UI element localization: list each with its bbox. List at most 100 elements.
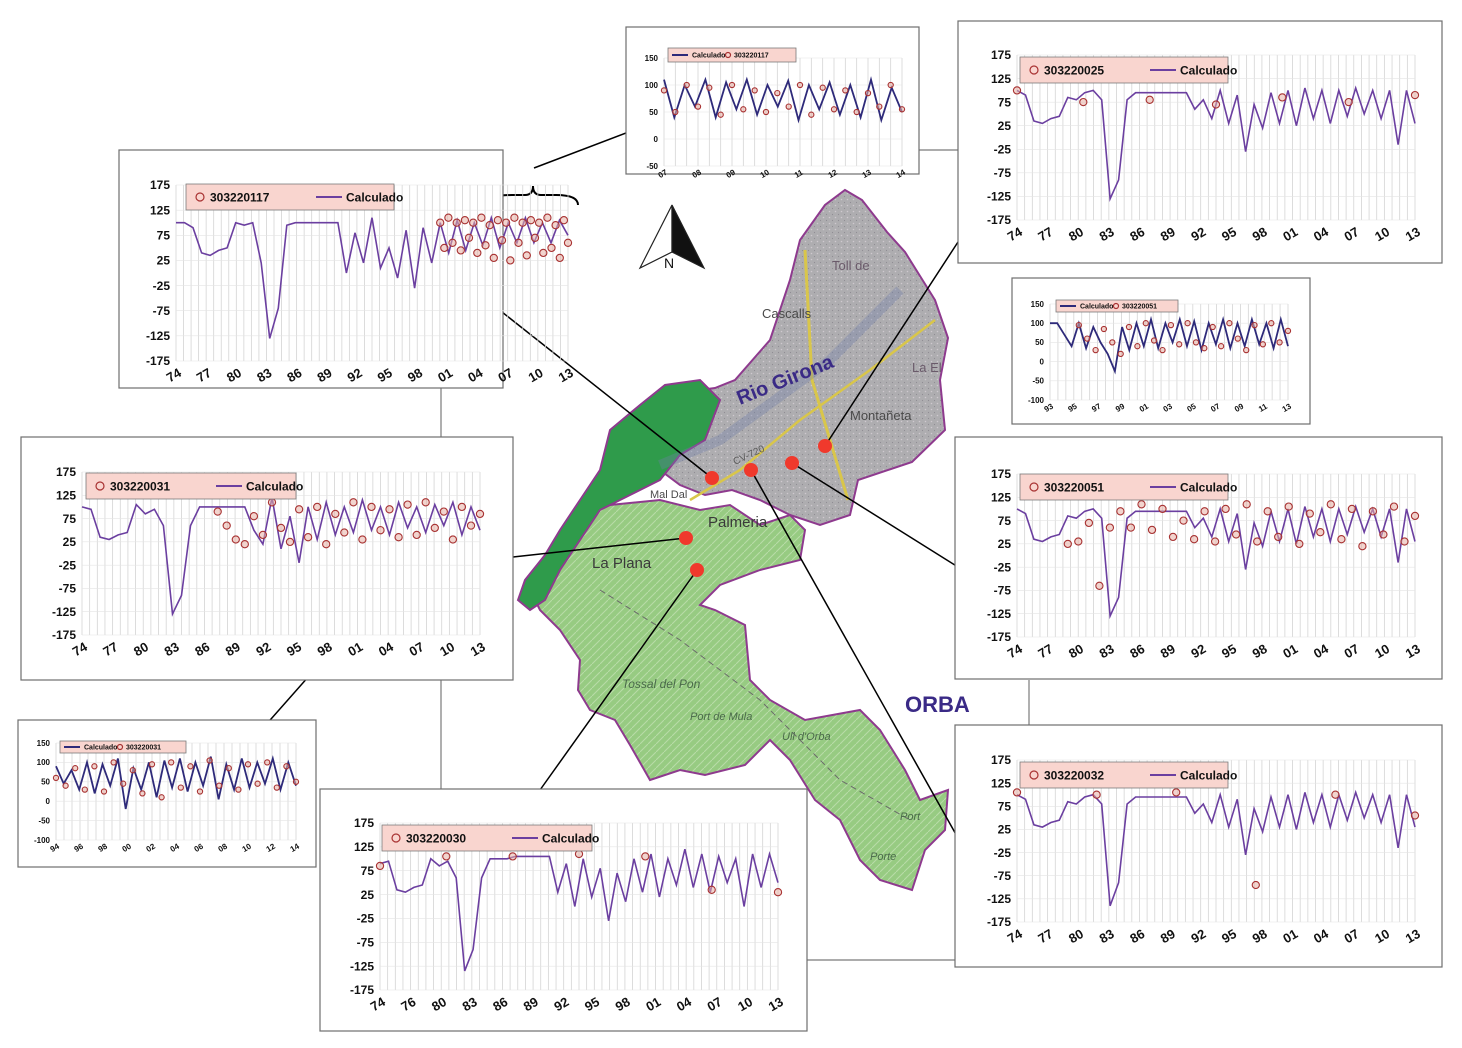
x-tick-label: 07 xyxy=(1342,224,1362,244)
y-tick-label: -75 xyxy=(994,869,1012,883)
observed-point xyxy=(91,763,98,770)
well-site-marker[interactable] xyxy=(744,463,758,477)
chart-legend: 303220032 Calculado xyxy=(1019,761,1237,789)
x-tick-label: 89 xyxy=(315,365,335,385)
x-tick-label: 95 xyxy=(582,994,602,1014)
y-tick-label: 50 xyxy=(41,778,50,787)
map-zone-gray xyxy=(653,188,950,527)
x-tick-label: 83 xyxy=(460,994,480,1014)
y-tick-label: 0 xyxy=(1040,357,1045,366)
well-site-marker[interactable] xyxy=(818,439,832,453)
observed-point xyxy=(475,509,485,519)
well-site-marker[interactable] xyxy=(705,471,719,485)
observed-point xyxy=(1079,97,1088,107)
y-tick-label: 0 xyxy=(654,135,659,144)
legend-label: 303220051 xyxy=(1122,304,1157,311)
observed-point xyxy=(213,507,222,516)
y-tick-label: -175 xyxy=(52,628,76,642)
observed-point xyxy=(842,87,849,94)
place-name: Toll de xyxy=(832,258,870,273)
y-tick-label: 25 xyxy=(157,254,171,268)
observed-point xyxy=(864,89,872,97)
observed-point xyxy=(273,784,280,791)
chart-grid xyxy=(1016,473,1416,638)
x-tick-label: 95 xyxy=(284,639,304,659)
observed-point xyxy=(168,759,175,766)
observed-point xyxy=(52,774,60,782)
observed-point xyxy=(660,87,668,94)
legend-label: Calculado xyxy=(1180,63,1237,77)
observed-point xyxy=(1344,97,1353,107)
observed-point xyxy=(1284,502,1293,511)
y-tick-label: 25 xyxy=(998,119,1012,133)
well-site-marker[interactable] xyxy=(785,456,799,470)
observed-point xyxy=(1012,788,1022,797)
observed-point xyxy=(547,243,556,253)
legend-box xyxy=(667,47,797,63)
observed-point xyxy=(1251,321,1258,329)
x-tick-label: 83 xyxy=(162,639,182,659)
observed-point xyxy=(694,103,702,110)
y-tick-label: 125 xyxy=(150,203,170,217)
legend-marker-observed xyxy=(195,192,205,202)
observed-point xyxy=(1221,504,1230,514)
y-tick-label: 125 xyxy=(354,840,374,854)
x-tick-label: 13 xyxy=(766,994,786,1014)
observed-point xyxy=(1201,345,1208,352)
x-tick-label: 89 xyxy=(223,639,243,659)
observed-point xyxy=(62,782,69,789)
observed-point xyxy=(444,213,453,222)
x-tick-label: 80 xyxy=(131,639,151,659)
observed-point xyxy=(796,81,804,89)
x-tick-label: 86 xyxy=(1127,224,1147,244)
y-tick-label: 175 xyxy=(991,48,1011,62)
legend-label: 303220030 xyxy=(406,831,466,845)
legend-label: Calculado xyxy=(1180,768,1237,782)
observed-point xyxy=(1389,502,1399,511)
observed-point xyxy=(853,108,860,116)
observed-point xyxy=(1189,535,1199,544)
y-tick-label: 125 xyxy=(991,72,1011,86)
observed-point xyxy=(707,885,716,894)
well-site-marker[interactable] xyxy=(679,531,693,545)
x-tick-label: 92 xyxy=(345,365,365,385)
x-tick-label: 77 xyxy=(1035,224,1055,244)
x-tick-label: 10 xyxy=(437,639,457,659)
y-tick-label: 75 xyxy=(998,514,1012,528)
x-tick-label: 07 xyxy=(407,639,427,659)
observed-point xyxy=(706,84,713,91)
x-tick-label: 13 xyxy=(1403,926,1423,946)
observed-point xyxy=(1226,320,1233,327)
x-tick-label: 77 xyxy=(194,365,214,385)
y-tick-label: -75 xyxy=(994,584,1012,598)
x-tick-label: 89 xyxy=(1158,926,1178,946)
y-tick-label: 175 xyxy=(354,816,374,830)
y-tick-label: 100 xyxy=(37,758,51,767)
x-tick-label: 10 xyxy=(735,994,755,1014)
observed-point xyxy=(158,794,165,801)
observed-point xyxy=(672,108,679,116)
x-tick-label: 92 xyxy=(1188,926,1208,946)
x-tick-label: 80 xyxy=(224,365,244,385)
x-tick-label: 13 xyxy=(556,365,576,385)
observed-point xyxy=(876,103,883,110)
well-site-marker[interactable] xyxy=(690,563,704,577)
y-tick-label: -25 xyxy=(153,279,171,293)
observed-point xyxy=(641,852,650,861)
observed-point xyxy=(1200,507,1209,516)
observed-point xyxy=(1295,539,1304,549)
observed-point xyxy=(514,238,523,247)
y-tick-label: 100 xyxy=(1031,319,1045,328)
place-name: Porte xyxy=(870,851,896,863)
observed-point xyxy=(1331,790,1340,799)
observed-point xyxy=(464,233,474,242)
x-tick-label: 77 xyxy=(1035,926,1055,946)
series-line-calculado xyxy=(81,497,481,617)
y-tick-label: -100 xyxy=(34,836,51,845)
observed-point xyxy=(534,218,544,227)
legend-marker-observed xyxy=(1029,770,1039,780)
observed-point xyxy=(72,765,79,772)
